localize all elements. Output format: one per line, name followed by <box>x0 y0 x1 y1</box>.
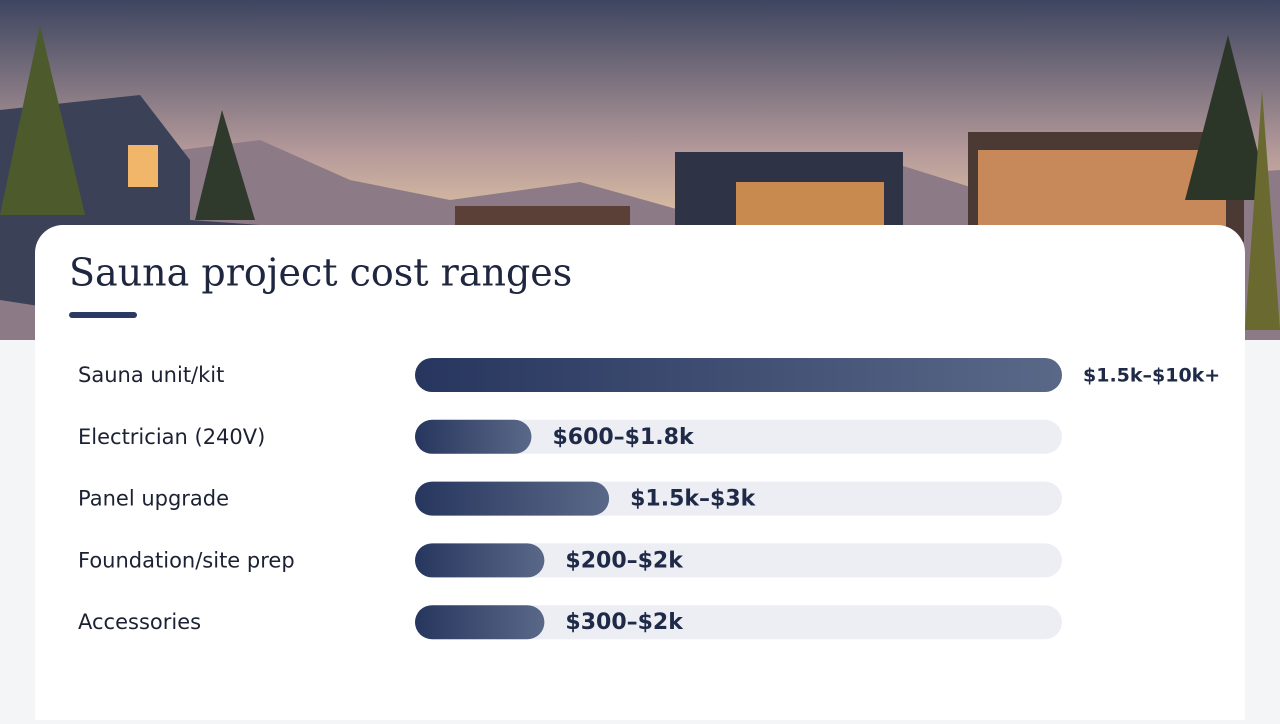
bar-track <box>415 419 1062 454</box>
bar-track <box>415 605 1062 640</box>
bar <box>415 481 610 516</box>
category-label: Sauna unit/kit <box>78 363 224 387</box>
value-label: $300–$2k <box>565 610 684 635</box>
value-label: $1.5k–$10k+ <box>1083 365 1220 387</box>
bar <box>415 419 532 454</box>
chart-title: Sauna project cost ranges <box>69 251 572 295</box>
bar <box>415 543 545 578</box>
bar <box>415 358 1062 392</box>
card <box>35 225 1245 724</box>
bar <box>415 605 545 640</box>
category-label: Electrician (240V) <box>78 425 265 449</box>
value-label: $1.5k–$3k <box>630 487 757 512</box>
category-label: Foundation/site prep <box>78 548 295 572</box>
category-label: Panel upgrade <box>78 487 229 511</box>
category-label: Accessories <box>78 610 201 634</box>
bar-track <box>415 543 1062 578</box>
value-label: $200–$2k <box>565 548 684 573</box>
title-underline <box>69 312 137 318</box>
value-label: $600–$1.8k <box>552 425 695 450</box>
